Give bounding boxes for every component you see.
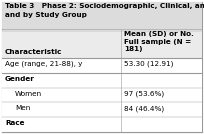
Bar xyxy=(2,58,202,73)
Text: Table 3   Phase 2: Sociodemographic, Clinical, and Psychos: Table 3 Phase 2: Sociodemographic, Clini… xyxy=(5,3,204,9)
Text: Men: Men xyxy=(15,105,30,111)
Bar xyxy=(2,73,202,88)
Text: Gender: Gender xyxy=(5,76,35,82)
Text: Full sample (N =: Full sample (N = xyxy=(124,39,192,45)
Text: 53.30 (12.91): 53.30 (12.91) xyxy=(124,61,174,67)
Bar xyxy=(2,2,202,29)
Bar xyxy=(2,102,202,117)
Text: 97 (53.6%): 97 (53.6%) xyxy=(124,90,164,97)
Text: 84 (46.4%): 84 (46.4%) xyxy=(124,105,164,112)
Bar xyxy=(2,117,202,132)
Text: Race: Race xyxy=(5,120,24,126)
Text: Women: Women xyxy=(15,90,42,96)
Bar xyxy=(2,88,202,102)
Text: Mean (SD) or No.: Mean (SD) or No. xyxy=(124,31,194,37)
Bar xyxy=(2,30,202,58)
Text: Characteristic: Characteristic xyxy=(5,49,62,55)
Text: 181): 181) xyxy=(124,46,143,52)
Text: Age (range, 21-88), y: Age (range, 21-88), y xyxy=(5,61,82,67)
Text: and by Study Group: and by Study Group xyxy=(5,12,87,18)
